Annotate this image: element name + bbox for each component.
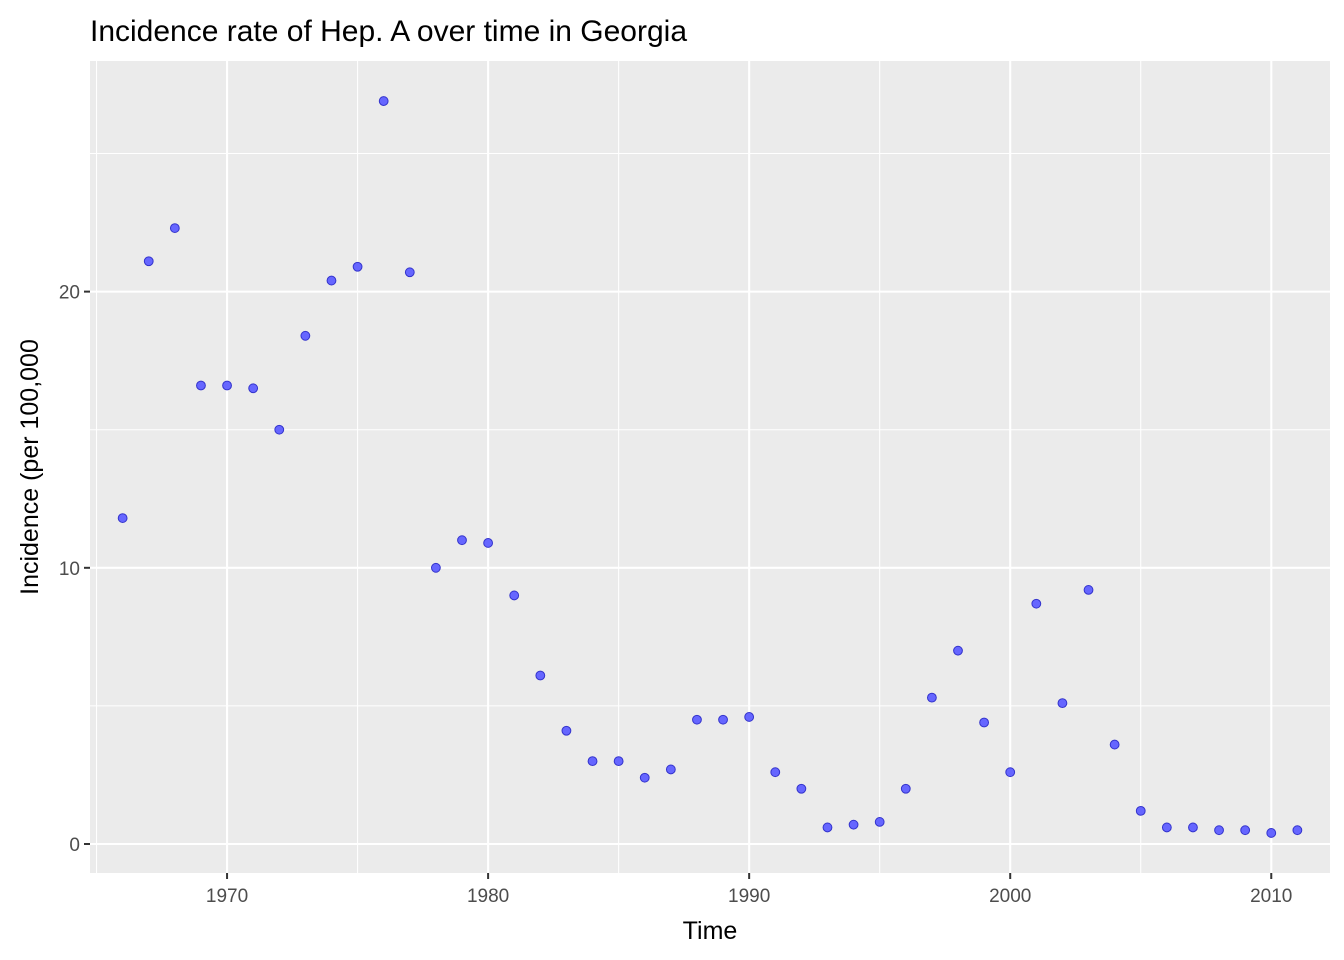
data-point — [1188, 822, 1198, 833]
data-point — [222, 380, 232, 391]
x-tick-label: 2010 — [1250, 886, 1292, 907]
data-point — [483, 538, 494, 548]
data-points — [117, 96, 1303, 838]
data-point — [587, 756, 598, 767]
data-point — [848, 819, 859, 830]
data-point — [822, 822, 833, 833]
y-tick-label: 0 — [69, 835, 80, 856]
data-point — [1266, 828, 1277, 838]
major-gridlines — [90, 61, 1330, 873]
data-point — [430, 562, 441, 573]
data-point — [1292, 825, 1303, 836]
data-point — [979, 717, 990, 728]
x-tick-label: 2000 — [989, 886, 1031, 907]
data-point — [744, 712, 755, 722]
data-point — [953, 645, 963, 656]
data-point — [378, 96, 389, 106]
data-point — [117, 513, 128, 523]
plot-panel — [90, 61, 1330, 873]
minor-gridlines — [90, 61, 1330, 873]
data-point — [1240, 825, 1251, 836]
data-point — [1135, 805, 1146, 816]
data-point — [1109, 739, 1120, 750]
data-point — [796, 783, 807, 794]
data-point — [300, 330, 311, 341]
data-point — [274, 424, 285, 435]
data-point — [326, 275, 337, 286]
data-point — [1031, 598, 1042, 609]
x-tick-label: 1980 — [467, 886, 509, 907]
data-point — [718, 714, 728, 725]
data-point — [196, 380, 206, 391]
data-point — [509, 590, 520, 601]
data-point — [561, 725, 572, 736]
data-point — [1005, 767, 1016, 778]
x-tick-label: 1990 — [728, 886, 770, 907]
y-axis-ticks: 0 10 20 — [59, 283, 90, 856]
data-point — [926, 692, 937, 703]
data-point — [770, 767, 781, 778]
x-axis-ticks: 1970 1980 1990 2000 2010 — [206, 873, 1292, 907]
y-tick-label: 20 — [59, 283, 80, 304]
data-point — [665, 764, 676, 775]
x-axis-title: Time — [683, 917, 738, 945]
data-point — [457, 535, 467, 546]
data-point — [404, 267, 415, 278]
y-tick-label: 10 — [59, 559, 80, 580]
data-point — [143, 256, 154, 267]
data-point — [248, 383, 259, 394]
data-point — [535, 670, 546, 681]
data-point — [639, 772, 650, 783]
data-point — [613, 756, 624, 767]
data-point — [1057, 698, 1068, 709]
chart-title: Incidence rate of Hep. A over time in Ge… — [90, 15, 687, 48]
data-point — [692, 714, 702, 725]
data-point — [1161, 822, 1172, 833]
x-tick-label: 1970 — [206, 886, 248, 907]
data-point — [352, 261, 363, 272]
data-point — [874, 817, 885, 827]
y-axis-title: Incidence (per 100,000 — [16, 339, 44, 595]
data-point — [1083, 585, 1094, 595]
data-point — [169, 223, 180, 233]
data-point — [1214, 825, 1224, 836]
data-point — [900, 783, 911, 794]
